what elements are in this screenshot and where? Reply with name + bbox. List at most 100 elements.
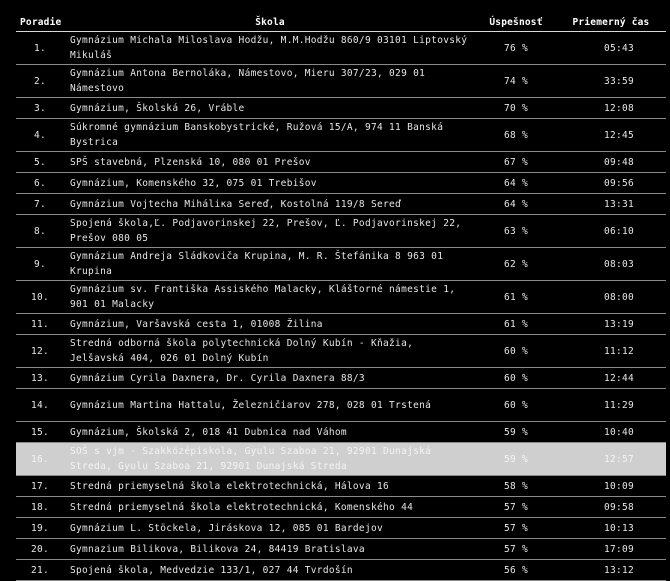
school-cell: SPŠ stavebná, Plzenská 10, 080 01 Prešov (64, 151, 476, 173)
average-time-cell: 17:09 (556, 538, 666, 560)
table-row: 20. Gymnazium Bilikova, Bilikova 24, 8441… (16, 538, 666, 560)
table-row: 1. Gymnázium Michala Miloslava Hodžu, M.M… (16, 31, 666, 65)
table-row: 5. SPŠ stavebná, Plzenská 10, 080 01 Preš… (16, 151, 666, 173)
school-cell: Spojená škola,Ľ. Podjavorinskej 22, Preš… (64, 214, 476, 248)
rank-cell: 8. (16, 214, 64, 248)
table-body: 1. Gymnázium Michala Miloslava Hodžu, M.M… (16, 31, 666, 581)
table-row: 6. Gymnázium, Komenského 32, 075 01 Trebi… (16, 172, 666, 194)
leaderboard: Poradie Škola Úspešnosť Priemerný čas 1.… (16, 14, 666, 581)
rank-cell: 20. (16, 538, 64, 560)
success-rate-cell: 57 % (476, 517, 556, 539)
school-cell: Gymnázium, Komenského 32, 075 01 Trebišo… (64, 172, 476, 194)
table-row: 15. Gymnázium, Školská 2, 018 41 Dubnica … (16, 421, 666, 443)
success-rate-cell: 61 % (476, 280, 556, 314)
success-rate-column-header: Úspešnosť (476, 14, 556, 32)
success-rate-cell: 67 % (476, 151, 556, 173)
table-row: 16. SOŠ s vjm - Szakközépiskola, Gyulu Sz… (16, 442, 666, 476)
rank-cell: 21. (16, 559, 64, 581)
rank-cell: 10. (16, 280, 64, 314)
rank-cell: 14. (16, 388, 64, 422)
school-cell: Gymnázium sv. Františka Assiského Malack… (64, 280, 476, 314)
average-time-cell: 10:09 (556, 475, 666, 497)
table-header-row: Poradie Škola Úspešnosť Priemerný čas (16, 14, 666, 32)
success-rate-cell: 68 % (476, 118, 556, 152)
table-row: 2. Gymnázium Antona Bernoláka, Námestovo,… (16, 64, 666, 98)
school-cell: Spojená škola, Medvedzie 133/1, 027 44 T… (64, 559, 476, 581)
school-cell: Gymnázium Antona Bernoláka, Námestovo, M… (64, 64, 476, 98)
success-rate-cell: 64 % (476, 172, 556, 194)
school-column-header: Škola (64, 14, 476, 32)
school-cell: SOŠ s vjm - Szakközépiskola, Gyulu Szabo… (64, 442, 476, 476)
rank-cell: 11. (16, 313, 64, 335)
school-cell: Gymnázium Andreja Sládkoviča Krupina, M.… (64, 247, 476, 281)
success-rate-cell: 74 % (476, 64, 556, 98)
average-time-cell: 09:48 (556, 151, 666, 173)
success-rate-cell: 60 % (476, 334, 556, 368)
success-rate-cell: 62 % (476, 247, 556, 281)
table-row: 19. Gymnázium L. Stöckela, Jiráskova 12, … (16, 517, 666, 539)
success-rate-cell: 61 % (476, 313, 556, 335)
rank-cell: 6. (16, 172, 64, 194)
rank-cell: 5. (16, 151, 64, 173)
table-row: 11. Gymnázium, Varšavská cesta 1, 01008 Ž… (16, 313, 666, 335)
success-rate-cell: 64 % (476, 193, 556, 215)
school-cell: Gymnázium, Varšavská cesta 1, 01008 Žili… (64, 313, 476, 335)
average-time-cell: 33:59 (556, 64, 666, 98)
school-cell: Gymnázium Michala Miloslava Hodžu, M.M.H… (64, 31, 476, 65)
success-rate-cell: 63 % (476, 214, 556, 248)
table-row: 9. Gymnázium Andreja Sládkoviča Krupina, … (16, 247, 666, 281)
average-time-cell: 09:58 (556, 496, 666, 518)
success-rate-cell: 59 % (476, 442, 556, 476)
success-rate-cell: 56 % (476, 559, 556, 581)
table-row: 10. Gymnázium sv. Františka Assiského Mal… (16, 280, 666, 314)
rank-column-header: Poradie (16, 14, 64, 32)
table-row: 8. Spojená škola,Ľ. Podjavorinskej 22, Pr… (16, 214, 666, 248)
table-row: 3. Gymnázium, Školská 26, Vráble 70 % 12:08 (16, 97, 666, 119)
rank-cell: 18. (16, 496, 64, 518)
table-row: 21. Spojená škola, Medvedzie 133/1, 027 4… (16, 559, 666, 581)
school-cell: Stredná odborná škola polytechnická Doln… (64, 334, 476, 368)
table-row: 12. Stredná odborná škola polytechnická D… (16, 334, 666, 368)
success-rate-cell: 60 % (476, 367, 556, 389)
table-row: 18. Stredná priemyselná škola elektrotech… (16, 496, 666, 518)
success-rate-cell: 57 % (476, 496, 556, 518)
average-time-cell: 11:12 (556, 334, 666, 368)
average-time-cell: 13:19 (556, 313, 666, 335)
average-time-cell: 06:10 (556, 214, 666, 248)
average-time-cell: 12:45 (556, 118, 666, 152)
school-cell: Gymnázium L. Stöckela, Jiráskova 12, 085… (64, 517, 476, 539)
school-cell: Stredná priemyselná škola elektrotechnic… (64, 475, 476, 497)
rank-cell: 3. (16, 97, 64, 119)
average-time-cell: 13:12 (556, 559, 666, 581)
table-row: 7. Gymnázium Vojtecha Miháliка Sereď, Kos… (16, 193, 666, 215)
table-row: 17. Stredná priemyselná škola elektrotech… (16, 475, 666, 497)
school-cell: Gymnázium Martina Hattalu, Železničiarov… (64, 388, 476, 422)
table-row: 14. Gymnázium Martina Hattalu, Železničia… (16, 388, 666, 422)
school-cell: Gymnázium, Školská 2, 018 41 Dubnica nad… (64, 421, 476, 443)
success-rate-cell: 58 % (476, 475, 556, 497)
rank-cell: 9. (16, 247, 64, 281)
rank-cell: 1. (16, 31, 64, 65)
average-time-cell: 12:57 (556, 442, 666, 476)
average-time-cell: 10:40 (556, 421, 666, 443)
rank-cell: 2. (16, 64, 64, 98)
rank-cell: 7. (16, 193, 64, 215)
average-time-column-header: Priemerný čas (556, 14, 666, 32)
results-table: Poradie Škola Úspešnosť Priemerný čas 1.… (16, 14, 666, 581)
rank-cell: 17. (16, 475, 64, 497)
average-time-cell: 12:08 (556, 97, 666, 119)
average-time-cell: 10:13 (556, 517, 666, 539)
average-time-cell: 12:44 (556, 367, 666, 389)
rank-cell: 19. (16, 517, 64, 539)
success-rate-cell: 57 % (476, 538, 556, 560)
rank-cell: 12. (16, 334, 64, 368)
average-time-cell: 05:43 (556, 31, 666, 65)
success-rate-cell: 76 % (476, 31, 556, 65)
rank-cell: 13. (16, 367, 64, 389)
school-cell: Gymnázium, Školská 26, Vráble (64, 97, 476, 119)
average-time-cell: 08:00 (556, 280, 666, 314)
average-time-cell: 08:03 (556, 247, 666, 281)
school-cell: Súkromné gymnázium Banskobystrické, Ružo… (64, 118, 476, 152)
rank-cell: 15. (16, 421, 64, 443)
school-cell: Stredná priemyselná škola elektrotechnic… (64, 496, 476, 518)
